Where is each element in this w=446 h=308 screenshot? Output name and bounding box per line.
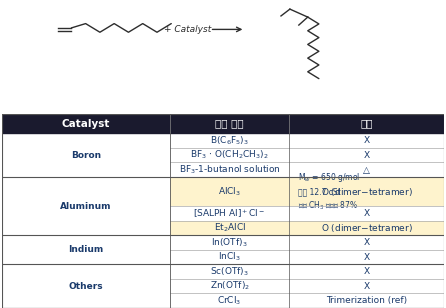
Bar xyxy=(2,235,170,264)
Text: X: X xyxy=(363,238,370,247)
Text: Catalyst: Catalyst xyxy=(62,119,110,129)
Bar xyxy=(170,221,444,235)
Bar xyxy=(2,133,170,177)
Text: InCl$_3$: InCl$_3$ xyxy=(218,251,241,263)
Text: CrCl$_3$: CrCl$_3$ xyxy=(218,294,242,307)
Text: Sc(OTf)$_3$: Sc(OTf)$_3$ xyxy=(210,265,249,278)
Text: BF$_3$-1-butanol solution: BF$_3$-1-butanol solution xyxy=(179,164,281,176)
Text: In(OTf)$_3$: In(OTf)$_3$ xyxy=(211,236,248,249)
Text: Others: Others xyxy=(69,282,103,291)
Bar xyxy=(170,177,444,206)
Text: X: X xyxy=(363,151,370,160)
Text: Et$_2$AlCl: Et$_2$AlCl xyxy=(214,222,246,234)
Text: O (dimer$-$tetramer): O (dimer$-$tetramer) xyxy=(321,186,413,197)
Text: Indium: Indium xyxy=(69,245,104,254)
Text: X: X xyxy=(363,267,370,276)
Text: X: X xyxy=(363,209,370,218)
Bar xyxy=(2,264,170,308)
Text: M$_w$ = 650 g/mol
점도 12.7 cSt
말단 CH$_3$ 균일도 87%: M$_w$ = 650 g/mol 점도 12.7 cSt 말단 CH$_3$ … xyxy=(298,171,360,212)
Text: Zn(OTf)$_2$: Zn(OTf)$_2$ xyxy=(210,280,250,292)
Text: B(C$_6$F$_5$)$_3$: B(C$_6$F$_5$)$_3$ xyxy=(210,134,249,147)
Bar xyxy=(2,177,170,235)
Text: 비고: 비고 xyxy=(360,119,373,129)
Text: Boron: Boron xyxy=(71,151,101,160)
Text: BF$_3$ $\cdot$ O(CH$_2$CH$_3$)$_2$: BF$_3$ $\cdot$ O(CH$_2$CH$_3$)$_2$ xyxy=(190,149,269,161)
Text: X: X xyxy=(363,253,370,261)
Text: [SALPH Al]$^+$Cl$^-$: [SALPH Al]$^+$Cl$^-$ xyxy=(194,207,266,220)
Text: + Catalyst: + Catalyst xyxy=(164,25,211,34)
Text: X: X xyxy=(363,136,370,145)
Text: X: X xyxy=(363,282,370,291)
Text: Trimerization (ref): Trimerization (ref) xyxy=(326,296,407,305)
Text: AlCl$_3$: AlCl$_3$ xyxy=(218,185,241,198)
Text: $\triangle$: $\triangle$ xyxy=(361,164,372,176)
Text: 중합 여부: 중합 여부 xyxy=(215,119,244,129)
Text: O (dimer$-$tetramer): O (dimer$-$tetramer) xyxy=(321,222,413,234)
Bar xyxy=(2,114,444,133)
Text: Aluminum: Aluminum xyxy=(60,202,112,211)
